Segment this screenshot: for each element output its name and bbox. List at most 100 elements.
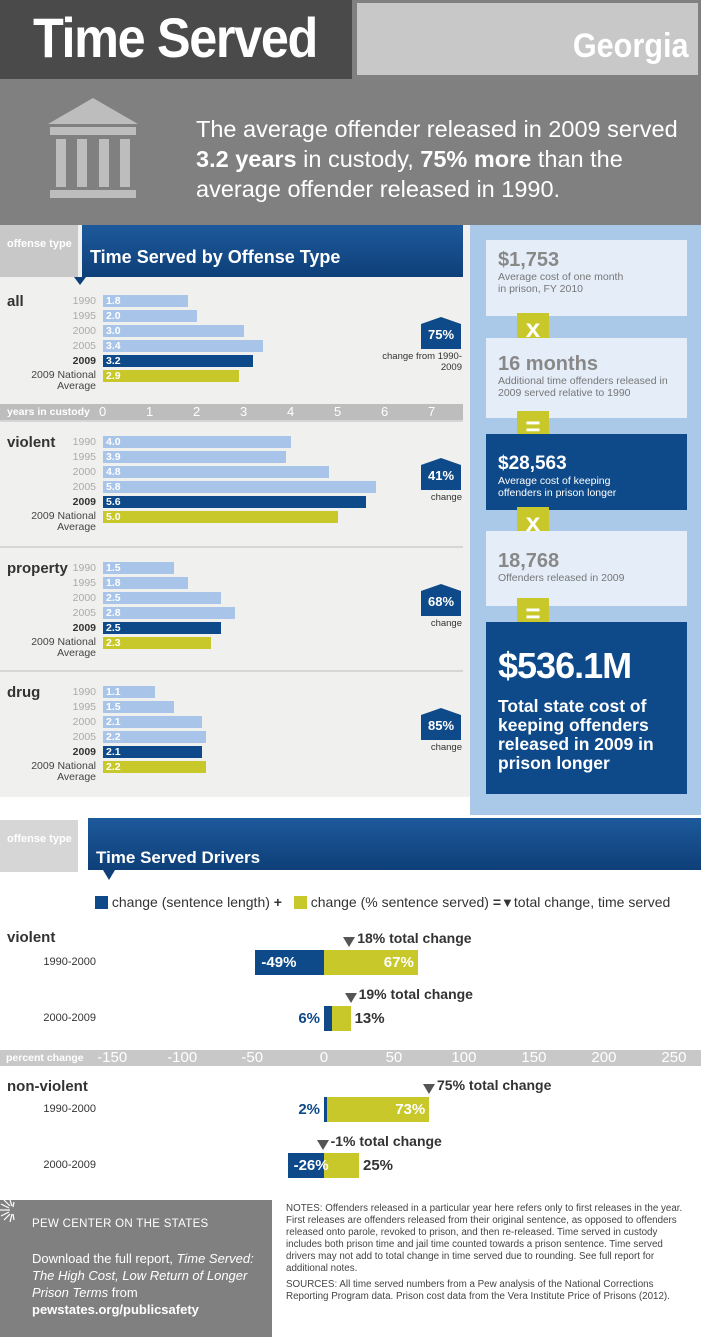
served-value: 67% [383, 954, 414, 971]
served-bar [332, 1006, 351, 1031]
axis-tick: 5 [334, 404, 342, 419]
bar-drug-0: 1.1 [103, 686, 155, 698]
axis-tick: 2 [193, 404, 201, 419]
year-label: 2005 [72, 340, 96, 352]
bar-violent-4: 5.6 [103, 496, 367, 508]
percent-axis-label: percent change [6, 1052, 84, 1064]
bar-all-5: 2.9 [103, 370, 240, 382]
percent-axis-tick: -100 [167, 1049, 198, 1066]
row-period: 1990-2000 [43, 1103, 96, 1115]
bar-drug-5: 2.2 [103, 761, 207, 773]
bar-property-2: 2.5 [103, 592, 221, 604]
year-label: 2005 [72, 607, 96, 619]
pew-logo-text: PEW CENTER ON THE STATES [32, 1218, 209, 1230]
row-period: 2000-2009 [43, 1159, 96, 1171]
axis-tick: 4 [287, 404, 295, 419]
year-label: 1990 [72, 295, 96, 307]
bar-drug-3: 2.2 [103, 731, 207, 743]
state-name: Georgia [572, 27, 688, 65]
year-label: 2000 [72, 592, 96, 604]
offense-type-label: offense type [0, 225, 78, 277]
bar-property-5: 2.3 [103, 637, 212, 649]
offense-heading: Time Served by Offense Type [82, 225, 463, 277]
percent-axis-tick: -150 [97, 1049, 128, 1066]
bar-property-1: 1.8 [103, 577, 188, 589]
title-box: Time Served [0, 0, 352, 79]
change-badge-drug: 85% [421, 708, 461, 740]
total-change: 18% total change [357, 930, 472, 946]
pew-sunburst-icon [0, 1200, 15, 1223]
download-text: Download the full report, Time Served: T… [32, 1251, 254, 1317]
drivers-legend: change (sentence length) + change (% sen… [95, 894, 670, 910]
footer-box: PEW CENTER ON THE STATES Download the fu… [0, 1200, 272, 1337]
year-label: 2009 National Average [31, 760, 96, 783]
year-label: 1995 [72, 701, 96, 713]
page-title: Time Served [33, 6, 318, 69]
sentence-value: 2% [298, 1101, 320, 1118]
report-link[interactable]: pewstates.org/publicsafety [32, 1302, 199, 1317]
total-change: 75% total change [437, 1077, 552, 1093]
bar-violent-0: 4.0 [103, 436, 291, 448]
bar-drug-4: 2.1 [103, 746, 202, 758]
year-label: 2009 National Average [31, 636, 96, 659]
section-divider [0, 546, 463, 548]
served-value: 25% [363, 1157, 394, 1174]
year-label: 1995 [72, 310, 96, 322]
year-label: 2009 [72, 746, 96, 758]
legend-sentence-swatch [95, 896, 108, 909]
sentence-bar [255, 950, 324, 975]
cost-box-months: 16 months Additional time offenders rele… [486, 338, 687, 418]
section-divider [0, 420, 463, 422]
section-label-property: property [7, 560, 68, 577]
group-label-violent: violent [7, 929, 56, 946]
bar-property-0: 1.5 [103, 562, 174, 574]
cost-box-month: $1,753 Average cost of one month in pris… [486, 240, 687, 316]
change-badge-property: 68% [421, 584, 461, 616]
served-bar [324, 1153, 359, 1178]
bar-violent-2: 4.8 [103, 466, 329, 478]
cost-box-average: $28,563 Average cost of keeping offender… [486, 434, 687, 510]
percent-axis-tick: 50 [385, 1049, 403, 1066]
year-label: 2005 [72, 731, 96, 743]
year-label: 2005 [72, 481, 96, 493]
drivers-heading: Time Served Drivers [88, 818, 701, 870]
axis-tick: 3 [240, 404, 248, 419]
year-label: 2009 [72, 496, 96, 508]
total-marker-icon [343, 937, 356, 947]
section-label-all: all [7, 293, 24, 310]
year-label: 2009 [72, 622, 96, 634]
served-bar [327, 1097, 430, 1122]
sentence-value: 6% [298, 1010, 320, 1027]
percent-axis-tick: 250 [661, 1049, 687, 1066]
percent-axis-tick: 0 [319, 1049, 329, 1066]
year-label: 2009 National Average [31, 510, 96, 533]
year-label: 1990 [72, 686, 96, 698]
headline: The average offender released in 2009 se… [196, 116, 678, 202]
bar-all-4: 3.2 [103, 355, 254, 367]
percent-axis-tick: 100 [451, 1049, 477, 1066]
row-period: 1990-2000 [43, 956, 96, 968]
sentence-bar [324, 1097, 327, 1122]
years-axis: years in custody 0 1 2 3 4 5 6 7 [0, 404, 463, 420]
section-label-violent: violent [7, 434, 56, 451]
total-marker-icon [316, 1140, 329, 1150]
percent-axis: percent change -150 -100 -50 0 50 100 150 200 25… [0, 1049, 701, 1066]
axis-tick: 1 [146, 404, 154, 419]
bar-all-1: 2.0 [103, 310, 197, 322]
served-bar [324, 950, 418, 975]
bar-drug-1: 1.5 [103, 701, 174, 713]
total-change: 19% total change [358, 986, 473, 1002]
sentence-bar [324, 1006, 333, 1031]
bar-property-3: 2.8 [103, 607, 235, 619]
bar-violent-3: 5.8 [103, 481, 376, 493]
drivers-pointer [103, 870, 115, 880]
cost-box-offenders: 18,768 Offenders released in 2009 [486, 531, 687, 606]
section-divider [0, 670, 463, 672]
sentence-value: -26% [293, 1157, 329, 1174]
change-caption-all: change from 1990-2009 [382, 351, 462, 373]
year-label: 1995 [72, 451, 96, 463]
change-caption-drug: change [430, 742, 462, 753]
row-period: 2000-2009 [43, 1012, 96, 1024]
axis-tick: 6 [381, 404, 389, 419]
legend-triangle-icon: ▼ [501, 895, 514, 910]
